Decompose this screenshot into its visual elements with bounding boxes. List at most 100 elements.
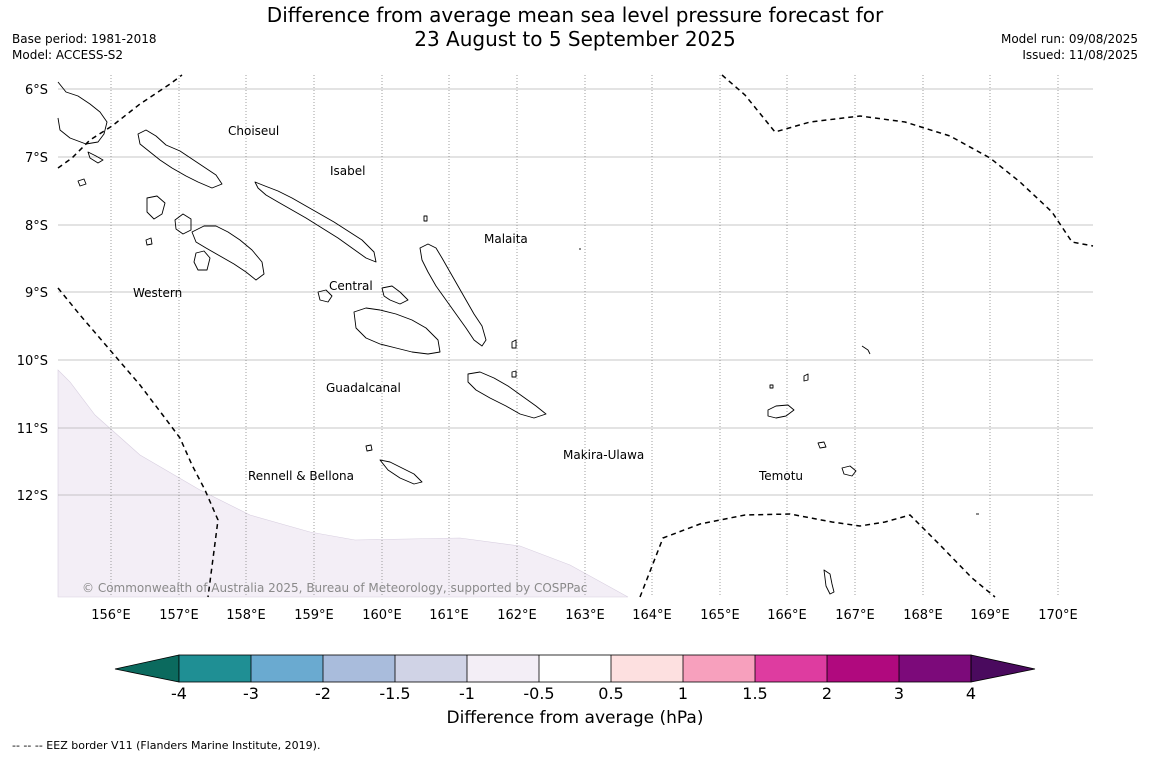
santa-cruz-coast — [767, 404, 795, 419]
map-figure: 6°S 7°S 8°S 9°S 10°S 11°S 12°S 156°E 157… — [17, 74, 1094, 700]
colorbar-segment — [755, 655, 827, 682]
lon-label: 170°E — [1038, 608, 1078, 623]
colorbar-label: Difference from average (hPa) — [446, 708, 704, 728]
lon-label: 166°E — [767, 608, 807, 623]
colorbar: -4 -3 -2 -1.5 -1 -0.5 0.5 1 1.5 2 3 4 — [114, 654, 1036, 700]
colorbar-segment — [323, 655, 395, 682]
lon-label: 156°E — [91, 608, 131, 623]
colorbar-under-arrow — [114, 654, 180, 683]
lon-label: 169°E — [970, 608, 1010, 623]
province-label-makira-ulawa: Makira-Ulawa — [563, 448, 644, 462]
coastlines — [57, 81, 979, 595]
lon-label: 164°E — [632, 608, 672, 623]
colorbar-segment — [179, 655, 251, 682]
colorbar-segment — [395, 655, 467, 682]
colorbar-segment — [827, 655, 899, 682]
province-label-guadalcanal: Guadalcanal — [326, 381, 401, 395]
province-label-malaita: Malaita — [484, 232, 528, 246]
lon-label: 158°E — [226, 608, 266, 623]
eez-border-png-south — [57, 287, 219, 598]
meta-right: Model run: 09/08/2025 Issued: 11/08/2025 — [1001, 31, 1138, 63]
lon-label: 168°E — [903, 608, 943, 623]
colorbar-tick-label: -2 — [315, 684, 331, 700]
colorbar-tick-label: 0.5 — [598, 684, 623, 700]
rennell-coast — [379, 459, 423, 485]
vanikoro-coast — [817, 441, 827, 449]
lon-label: 167°E — [835, 608, 875, 623]
copyright-text: © Commonwealth of Australia 2025, Bureau… — [82, 581, 587, 595]
lon-label: 165°E — [700, 608, 740, 623]
colorbar-tick-label: 3 — [894, 684, 904, 700]
isabel-coast — [254, 181, 377, 263]
lon-label: 160°E — [362, 608, 402, 623]
colorbar-tick-label: -1.5 — [379, 684, 410, 700]
sikaiana-coast — [423, 215, 428, 222]
colorbar-segment — [467, 655, 539, 682]
colorbar-segment — [683, 655, 755, 682]
meta-left: Base period: 1981-2018 Model: ACCESS-S2 — [12, 31, 157, 63]
utupua-coast — [769, 384, 774, 389]
lon-label: 157°E — [159, 608, 199, 623]
province-labels: Choiseul Isabel Malaita Western Central … — [133, 124, 803, 483]
model-text: Model: ACCESS-S2 — [12, 48, 124, 62]
kolombangara-coast — [174, 213, 192, 235]
colorbar-segment — [611, 655, 683, 682]
eez-footnote: -- -- -- EEZ border V11 (Flanders Marine… — [12, 739, 321, 752]
colorbar-segment — [539, 655, 611, 682]
base-period-text: Base period: 1981-2018 — [12, 32, 157, 46]
colorbar-tick-label: 4 — [966, 684, 976, 700]
eez-border-east — [721, 74, 1094, 247]
vella-lavella-coast — [146, 195, 166, 220]
province-label-temotu: Temotu — [758, 469, 803, 483]
rendova-coast — [193, 250, 211, 271]
colorbar-segment — [899, 655, 971, 682]
gizo-coast — [145, 237, 153, 246]
eez-borders — [57, 74, 1094, 598]
torres-islands-coast — [823, 569, 835, 595]
small-island-w — [77, 178, 87, 187]
lat-label: 8°S — [25, 219, 48, 234]
russell-islands-coast — [317, 289, 333, 303]
province-label-choiseul: Choiseul — [228, 124, 279, 138]
province-label-western: Western — [133, 286, 182, 300]
longitude-gridlines — [110, 75, 1059, 597]
lat-label: 11°S — [17, 422, 48, 437]
ulawa-coast — [511, 370, 517, 378]
colorbar-tick-label: -4 — [171, 684, 187, 700]
latitude-gridlines — [58, 88, 1093, 496]
issued-text: Issued: 11/08/2025 — [1022, 48, 1138, 62]
colorbar-tick-label: -1 — [459, 684, 475, 700]
map-title: Difference from average mean sea level p… — [0, 3, 1150, 51]
longitude-labels: 156°E 157°E 158°E 159°E 160°E 161°E 162°… — [91, 608, 1078, 623]
province-label-rennell-bellona: Rennell & Bellona — [248, 469, 354, 483]
colorbar-over-arrow — [970, 654, 1036, 683]
lon-label: 162°E — [497, 608, 537, 623]
malaita-coast — [419, 243, 487, 347]
makira-coast — [467, 371, 547, 419]
lat-label: 7°S — [25, 151, 48, 166]
colorbar-tick-label: 1.5 — [742, 684, 767, 700]
duff-islands-coast — [803, 373, 809, 382]
buka-coast — [87, 151, 104, 164]
colorbar-tick-label: 1 — [678, 684, 688, 700]
colorbar-segment — [251, 655, 323, 682]
reef-islands-coast — [861, 345, 871, 355]
lat-label: 9°S — [25, 286, 48, 301]
new-georgia-coast — [191, 225, 265, 281]
colorbar-tick-label: -3 — [243, 684, 259, 700]
florida-islands-coast — [381, 285, 409, 305]
tikopia-coast — [841, 465, 857, 477]
guadalcanal-coast — [353, 307, 441, 355]
colorbar-tick-label: -0.5 — [523, 684, 554, 700]
lat-label: 6°S — [25, 83, 48, 98]
small-malaita-coast — [511, 339, 517, 349]
eez-border-vanuatu — [639, 513, 996, 598]
bougainville-coast — [57, 81, 108, 145]
colorbar-frame — [178, 654, 972, 683]
model-run-text: Model run: 09/08/2025 — [1000, 32, 1138, 46]
latitude-labels: 6°S 7°S 8°S 9°S 10°S 11°S 12°S — [17, 83, 48, 504]
shaded-anomaly-region — [57, 369, 629, 598]
lat-label: 10°S — [17, 354, 48, 369]
province-label-central: Central — [329, 279, 373, 293]
lon-label: 163°E — [565, 608, 605, 623]
